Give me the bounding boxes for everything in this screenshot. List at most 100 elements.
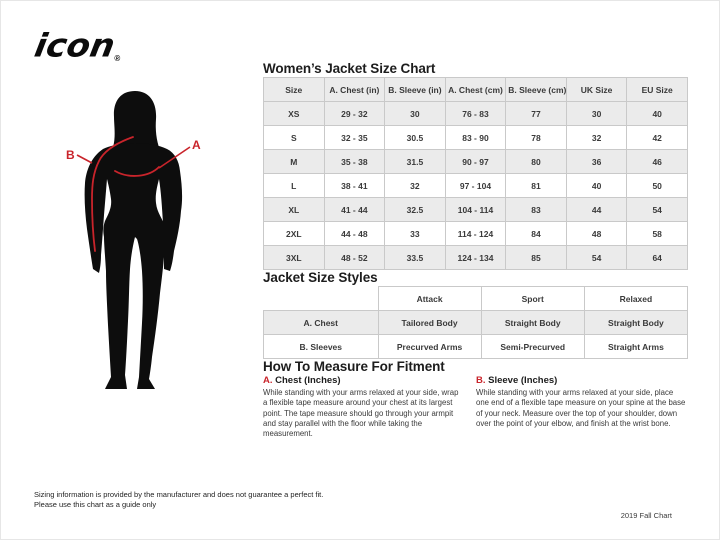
table-cell: 32 [384, 173, 446, 198]
measure-item-sleeve-title: B. Sleeve (Inches) [476, 375, 688, 386]
measure-instructions: A. Chest (Inches) While standing with yo… [263, 375, 688, 439]
size-styles-title: Jacket Size Styles [263, 270, 378, 285]
registered-trademark-symbol: ® [114, 54, 121, 63]
table-cell: 46 [626, 149, 688, 174]
table-cell: Straight Body [583, 310, 689, 335]
table-cell: 29 - 32 [323, 101, 386, 126]
measure-sleeve-label: Sleeve (Inches) [488, 375, 558, 386]
table-cell: 81 [505, 173, 567, 198]
table-cell: 76 - 83 [444, 101, 507, 126]
column-header: A. Chest (cm) [444, 77, 507, 102]
table-cell: 32 - 35 [323, 125, 386, 150]
measure-chest-text: While standing with your arms relaxed at… [263, 388, 459, 439]
table-cell: 78 [505, 125, 567, 150]
table-header-row: Size A. Chest (in) B. Sleeve (in) A. Chest … [263, 77, 688, 102]
table-cell: 48 [565, 221, 628, 246]
table-cell: 80 [505, 149, 567, 174]
table-cell: 36 [565, 149, 628, 174]
column-header [263, 286, 378, 311]
table-cell: 30 [565, 101, 628, 126]
table-cell: 42 [626, 125, 688, 150]
sizing-disclaimer: Sizing information is provided by the ma… [34, 490, 323, 510]
table-row: L 38 - 41 32 97 - 104 81 40 50 [263, 173, 688, 198]
icon-brand-logo: icon® [31, 27, 121, 65]
table-cell: 31.5 [384, 149, 446, 174]
column-header: A. Chest (in) [323, 77, 386, 102]
table-cell: 64 [626, 245, 688, 270]
female-silhouette-graphic: B A [66, 91, 201, 389]
table-cell: 54 [565, 245, 628, 270]
size-styles-table: Attack Sport Relaxed A. Chest Tailored Body S… [263, 286, 689, 359]
disclaimer-line-1: Sizing information is provided by the ma… [34, 490, 324, 499]
measure-sleeve-prefix: B. [476, 375, 486, 386]
table-cell: 97 - 104 [444, 173, 507, 198]
table-cell: Semi-Precurved [480, 334, 585, 359]
table-row: 2XL 44 - 48 33 114 - 124 84 48 58 [263, 221, 688, 246]
size-chart-table: Size A. Chest (in) B. Sleeve (in) A. Chest … [263, 77, 688, 270]
column-header: B. Sleeve (in) [384, 77, 446, 102]
measurement-figure: B A [59, 87, 209, 401]
table-row: XS 29 - 32 30 76 - 83 77 30 40 [263, 101, 688, 126]
table-cell: 33.5 [384, 245, 446, 270]
measure-sleeve-text: While standing with your arms relaxed at… [476, 388, 686, 428]
table-cell: 2XL [263, 221, 325, 246]
measurement-label-a: A [192, 138, 201, 152]
table-cell: Straight Body [480, 310, 585, 335]
table-cell: 114 - 124 [444, 221, 507, 246]
table-cell: 41 - 44 [323, 197, 386, 222]
measure-item-chest-title: A. Chest (Inches) [263, 375, 463, 386]
measurement-label-b: B [66, 148, 75, 162]
column-header: Sport [480, 286, 585, 311]
table-cell: Tailored Body [377, 310, 482, 335]
measure-chest-prefix: A. [263, 375, 273, 386]
brand-wordmark: icon [31, 27, 118, 65]
disclaimer-line-2: Please use this chart as a guide only [34, 500, 157, 509]
measure-item-sleeve: B. Sleeve (Inches) While standing with y… [476, 375, 688, 439]
table-cell: 54 [626, 197, 688, 222]
table-cell: 30.5 [384, 125, 446, 150]
table-cell: 32 [565, 125, 628, 150]
table-cell: 83 - 90 [444, 125, 507, 150]
sleeve-measure-line [91, 136, 134, 252]
measure-title: How To Measure For Fitment [263, 359, 445, 374]
column-header: EU Size [626, 77, 688, 102]
table-cell: 77 [505, 101, 567, 126]
table-cell: M [263, 149, 325, 174]
column-header: Size [263, 77, 325, 102]
table-cell: B. Sleeves [263, 334, 379, 359]
table-cell: Precurved Arms [377, 334, 482, 359]
table-cell: 58 [626, 221, 688, 246]
measure-item-chest: A. Chest (Inches) While standing with yo… [263, 375, 463, 439]
table-cell: 32.5 [384, 197, 446, 222]
chart-version-label: 2019 Fall Chart [620, 511, 672, 520]
column-header: Attack [377, 286, 482, 311]
table-cell: XL [263, 197, 325, 222]
table-cell: S [263, 125, 325, 150]
table-cell: 44 [565, 197, 628, 222]
table-cell: 50 [626, 173, 688, 198]
table-cell: 35 - 38 [323, 149, 386, 174]
table-cell: 48 - 52 [323, 245, 386, 270]
table-cell: Straight Arms [583, 334, 689, 359]
table-cell: 40 [565, 173, 628, 198]
table-cell: 30 [384, 101, 446, 126]
table-cell: 3XL [263, 245, 325, 270]
table-cell: 85 [505, 245, 567, 270]
chest-measure-line [114, 166, 160, 177]
column-header: B. Sleeve (cm) [505, 77, 567, 102]
table-row: 3XL 48 - 52 33.5 124 - 134 85 54 64 [263, 245, 688, 270]
table-cell: XS [263, 101, 325, 126]
table-row: S 32 - 35 30.5 83 - 90 78 32 42 [263, 125, 688, 150]
table-cell: 40 [626, 101, 688, 126]
column-header: Relaxed [583, 286, 689, 311]
table-cell: A. Chest [263, 310, 379, 335]
table-cell: L [263, 173, 325, 198]
size-chart-title: Women’s Jacket Size Chart [263, 61, 436, 76]
table-cell: 38 - 41 [323, 173, 386, 198]
table-cell: 90 - 97 [444, 149, 507, 174]
table-cell: 104 - 114 [444, 197, 507, 222]
table-row: XL 41 - 44 32.5 104 - 114 83 44 54 [263, 197, 688, 222]
sleeve-callout-line [76, 154, 93, 164]
column-header: UK Size [565, 77, 628, 102]
